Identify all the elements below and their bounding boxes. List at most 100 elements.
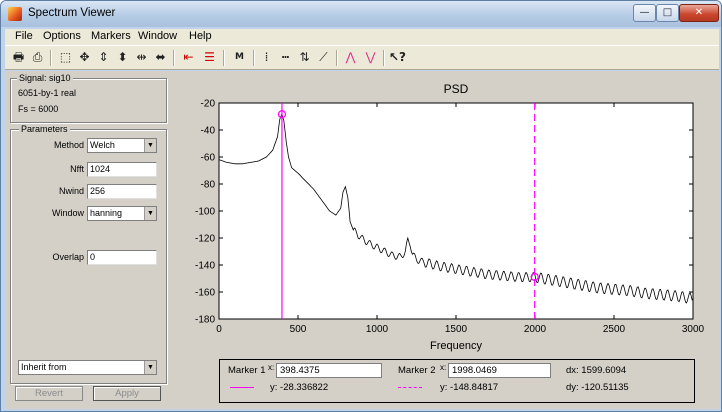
window-title: Spectrum Viewer [28,7,116,19]
vertical-zoom-out-icon[interactable]: ⬍ [117,50,128,64]
menu-window[interactable]: Window [138,30,178,42]
toolbar-separator [253,50,255,66]
marker2-label: Marker 2 [398,365,436,376]
close-button[interactable]: ✕ [679,4,719,22]
apply-button[interactable]: Apply [93,386,161,401]
marker1-y-value: y: -28.336822 [270,382,329,393]
marker1-x-label: x: [268,363,275,372]
nfft-label: Nfft [70,164,84,174]
marker2-x-label: x: [440,363,447,372]
y-tick-label: -120 [195,234,215,245]
valleys-icon[interactable]: ⋁ [365,50,376,64]
toolbar-separator [223,50,225,66]
parameters-group [10,129,167,384]
x-tick-label: 500 [290,324,307,335]
marker2-line-sample [398,387,422,388]
marker2-x-input[interactable]: 1998.0469 [448,363,551,378]
psd-axes-container: PSD Frequency 0 500 1000 1500 2000 2500 3000 -20 -… [171,73,715,353]
nwind-label: Nwind [58,186,84,196]
window-select[interactable]: hanning ▼ [87,206,157,221]
signal-fs: Fs = 6000 [18,104,59,114]
marker1-point [277,110,287,119]
zoom-full-icon[interactable]: ✥ [79,50,90,64]
toolbar-separator [383,50,385,66]
y-tick-label: -140 [195,261,215,272]
print-icon[interactable]: 🖶 [12,50,25,64]
marker1-x-input[interactable]: 398.4375 [276,363,382,378]
whats-this-icon[interactable]: ↖? [389,50,407,64]
menu-bar: File Options Markers Window Help [5,29,719,45]
marker-dy-value: dy: -120.51135 [566,382,629,393]
horizontal-markers-icon[interactable]: ┅ [281,50,290,64]
signal-size: 6051-by-1 real [18,88,77,98]
chevron-down-icon: ▼ [144,361,156,374]
vertical-markers-icon[interactable]: ⁞ [264,50,269,64]
marker-settings-icon[interactable]: M [235,52,244,62]
nfft-input[interactable]: 1024 [87,162,157,177]
inherit-from-value: Inherit from [21,362,67,372]
vertical-zoom-icon[interactable]: ⇕ [98,50,109,64]
chart-title: PSD [444,82,469,96]
marker-dx-value: dx: 1599.6094 [566,365,627,376]
track-markers-icon[interactable]: ⇅ [299,50,310,64]
plot-area [218,102,694,320]
x-tick-label: 0 [216,324,222,335]
psd-chart[interactable]: PSD Frequency 0 500 1000 1500 2000 2500 3000 -20 -… [171,73,715,353]
slope-markers-icon[interactable]: ⟋ [319,50,328,64]
window-label: Window [51,208,84,218]
marker1-label: Marker 1 [228,365,266,376]
x-axis-label: Frequency [430,340,482,352]
window-value: hanning [90,208,123,218]
left-panel: Signal: sig10 6051-by-1 real Fs = 6000 P… [5,73,168,405]
title-bar[interactable]: Spectrum Viewer — □ ✕ [1,1,721,27]
inherit-from-select[interactable]: Inherit from ▼ [18,360,157,375]
x-tick-label: 1000 [366,324,389,335]
method-label: Method [53,140,84,150]
method-select[interactable]: Welch ▼ [87,138,157,153]
revert-button[interactable]: Revert [15,386,83,401]
maximize-button[interactable]: □ [656,4,679,22]
minimize-button[interactable]: — [633,4,656,22]
zoom-box-icon[interactable]: ⬚ [59,50,72,64]
method-value: Welch [90,140,115,150]
x-tick-label: 2500 [603,324,626,335]
toolbar: 🖶 ⎙ ⬚ ✥ ⇕ ⬍ ⇹ ⬌ ⇤ ☰ M ⁞ ┅ ⇅ ⟋ ⋀ ⋁ ↖? [5,45,719,70]
signal-label: Signal: sig10 [17,73,73,83]
x-tick-label: 3000 [682,324,705,335]
nwind-input[interactable]: 256 [87,184,157,199]
y-tick-label: -160 [195,288,215,299]
x-tick-label: 2000 [524,324,547,335]
y-tick-label: -180 [195,315,215,326]
y-tick-label: -20 [201,99,216,110]
overlap-input[interactable]: 0 [87,250,157,265]
toolbar-separator [173,50,175,66]
marker2-point [530,272,539,282]
y-tick-label: -60 [201,153,216,164]
psd-series-line [218,112,694,304]
y-tick-label: -80 [201,180,216,191]
menu-options[interactable]: Options [43,30,81,42]
horizontal-zoom-out-icon[interactable]: ⇹ [136,50,147,64]
chevron-down-icon: ▼ [144,139,156,152]
overlap-label: Overlap [52,252,84,262]
y-tick-label: -40 [201,126,216,137]
chevron-down-icon: ▼ [144,207,156,220]
x-tick-label: 1500 [445,324,468,335]
toolbar-separator [50,50,52,66]
marker2-y-value: y: -148.84817 [440,382,499,393]
print-preview-icon[interactable]: ⎙ [32,50,43,64]
peaks-icon[interactable]: ⋀ [345,50,356,64]
marker1-line-sample [230,387,254,388]
y-tick-label: -100 [195,207,215,218]
parameters-label: Parameters [19,124,70,134]
markers-toggle-icon[interactable]: ⇤ [183,50,194,64]
menu-markers[interactable]: Markers [91,30,131,42]
legend-lines-icon[interactable]: ☰ [204,50,215,64]
menu-help[interactable]: Help [189,30,212,42]
matlab-app-icon [8,7,22,21]
toolbar-separator [336,50,338,66]
marker-readout-panel: Marker 1 x: 398.4375 y: -28.336822 Marke… [219,359,695,403]
horizontal-zoom-in-icon[interactable]: ⬌ [155,50,166,64]
menu-file[interactable]: File [15,30,33,42]
